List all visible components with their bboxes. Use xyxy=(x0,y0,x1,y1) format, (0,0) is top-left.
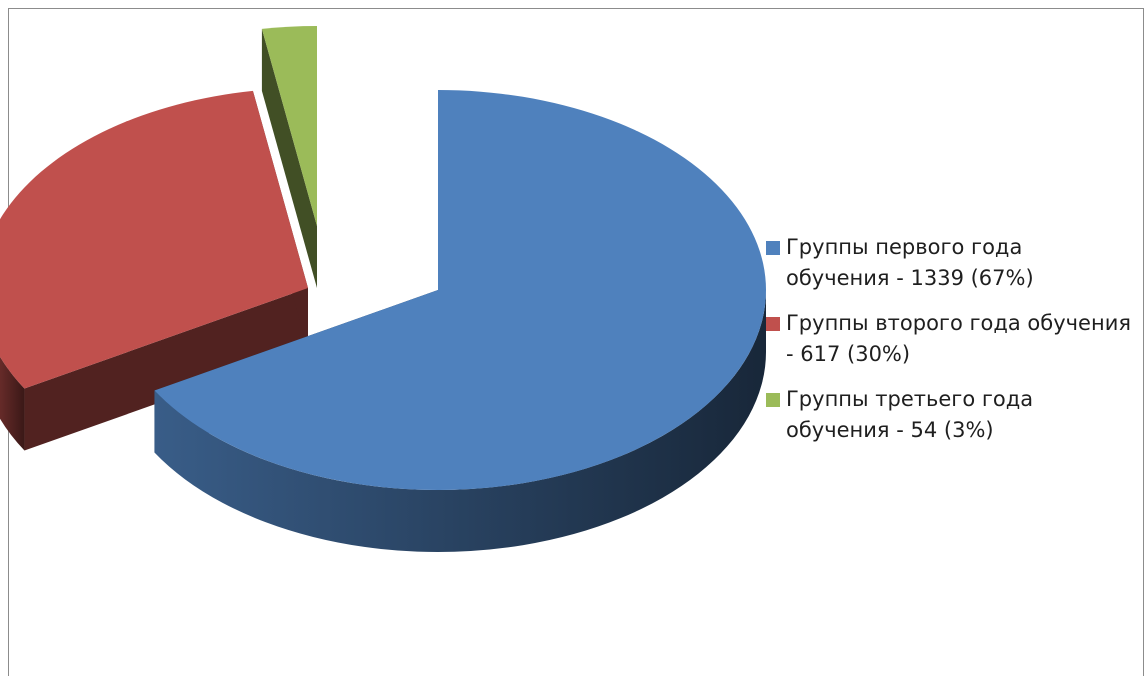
slice-side-wall xyxy=(24,288,309,451)
legend-label-first-year: Группы первого года обучения - 1339 (67%… xyxy=(786,235,1034,290)
slice-top-face xyxy=(0,90,308,389)
legend-swatch-first-year xyxy=(766,241,780,255)
legend-item-third-year: Группы третьего года обучения - 54 (3%) xyxy=(762,384,1132,446)
legend-item-second-year: Группы второго года обучения - 617 (30%) xyxy=(762,308,1132,370)
legend-label-second-year: Группы второго года обучения - 617 (30%) xyxy=(786,311,1131,366)
pie-slice-first-year xyxy=(154,90,767,552)
pie-slice-second-year xyxy=(0,90,309,451)
legend-swatch-second-year xyxy=(766,317,780,331)
slice-top-face xyxy=(261,26,317,226)
legend: Группы первого года обучения - 1339 (67%… xyxy=(762,232,1132,460)
legend-swatch-third-year xyxy=(766,393,780,407)
slice-top-face xyxy=(154,90,766,491)
pie-slice-third-year xyxy=(261,26,317,288)
slice-side-wall xyxy=(261,28,317,288)
slice-outer-wall xyxy=(154,290,767,552)
slice-outer-wall xyxy=(0,356,25,451)
legend-label-third-year: Группы третьего года обучения - 54 (3%) xyxy=(786,387,1034,442)
legend-item-first-year: Группы первого года обучения - 1339 (67%… xyxy=(762,232,1132,294)
